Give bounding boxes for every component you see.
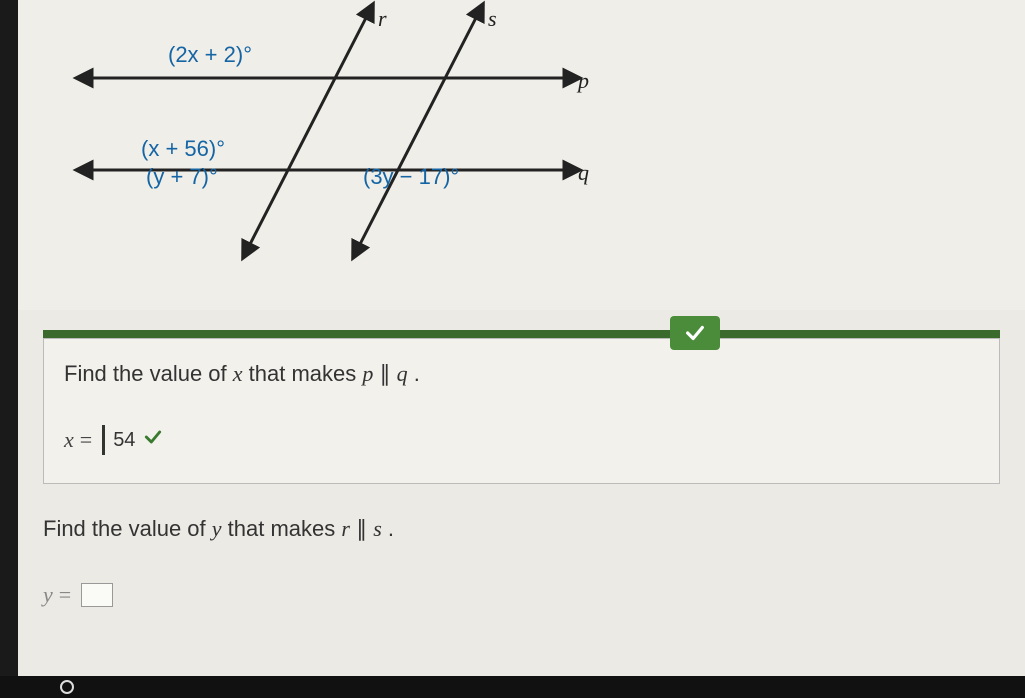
device-bezel — [0, 0, 18, 698]
q2-text-end: . — [382, 516, 394, 541]
angle-expr-bottom-left: (y + 7)° — [146, 164, 218, 190]
taskbar — [0, 676, 1025, 698]
question-box-1: Find the value of x that makes p ∥ q . x… — [43, 338, 1000, 484]
line-s — [356, 10, 480, 252]
cortana-icon[interactable] — [60, 680, 74, 694]
progress-bar — [43, 330, 1000, 338]
equals-sign-2: = — [59, 582, 71, 608]
question-2-prompt: Find the value of y that makes r ∥ s . — [43, 516, 1000, 542]
angle-expr-mid: (x + 56)° — [141, 136, 225, 162]
q2-var: y — [212, 516, 222, 541]
correct-check-icon — [143, 427, 163, 453]
answer-1-value: 54 — [113, 429, 135, 452]
q1-text-end: . — [408, 361, 420, 386]
q1-text-mid: that makes — [243, 361, 363, 386]
q1-rel-sym: ∥ — [373, 361, 396, 386]
answer-row-2: y = — [43, 582, 1000, 608]
q1-rel-right: q — [397, 361, 408, 386]
answer-1-var: x — [64, 427, 74, 453]
q1-rel-left: p — [362, 361, 373, 386]
q2-rel-left: r — [341, 516, 350, 541]
equals-sign: = — [80, 427, 92, 453]
answer-row-1: x = 54 — [64, 425, 979, 455]
label-p: p — [578, 68, 589, 94]
check-icon — [684, 322, 706, 344]
page-content: r s p q (2x + 2)° (x + 56)° (y + 7)° (3y… — [18, 0, 1025, 698]
q1-var: x — [233, 361, 243, 386]
question-1-prompt: Find the value of x that makes p ∥ q . — [64, 361, 979, 387]
angle-expr-bottom-right: (3y − 17)° — [363, 164, 459, 190]
q2-rel-sym: ∥ — [350, 516, 373, 541]
q1-text-pre: Find the value of — [64, 361, 233, 386]
label-r: r — [378, 6, 387, 32]
label-q: q — [578, 160, 589, 186]
answer-1-input[interactable]: 54 — [102, 425, 163, 455]
geometry-diagram: r s p q (2x + 2)° (x + 56)° (y + 7)° (3y… — [18, 0, 1025, 310]
diagram-svg — [18, 0, 638, 300]
q2-text-pre: Find the value of — [43, 516, 212, 541]
label-s: s — [488, 6, 497, 32]
answer-2-var: y — [43, 582, 53, 608]
angle-expr-top: (2x + 2)° — [168, 42, 252, 68]
q2-rel-right: s — [373, 516, 382, 541]
q2-text-mid: that makes — [222, 516, 342, 541]
progress-check-badge — [670, 316, 720, 350]
answer-2-input[interactable] — [81, 583, 113, 607]
line-r — [246, 10, 370, 252]
